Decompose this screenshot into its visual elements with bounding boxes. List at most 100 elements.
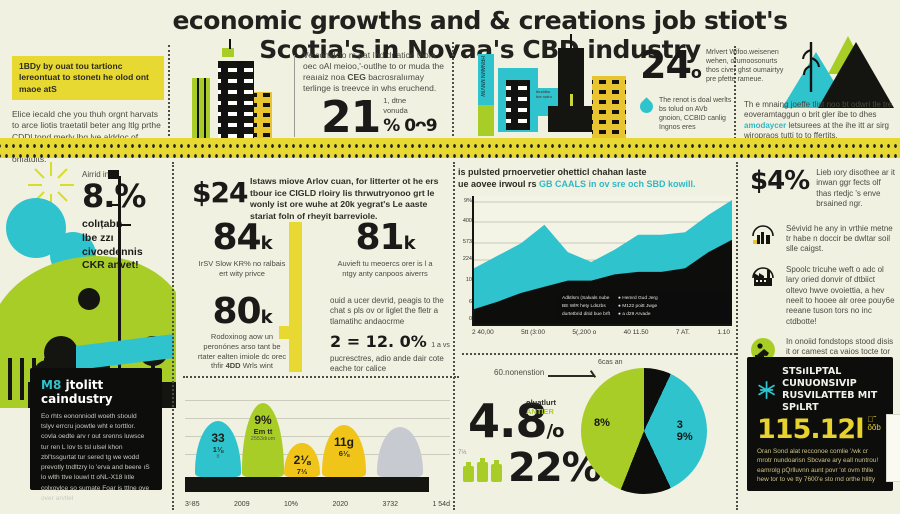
hr-teal-word: amodaycer: [744, 120, 787, 130]
x-tick-label: 5(,200 o: [572, 329, 597, 337]
bell: 33 1⅛ θ: [195, 421, 241, 477]
divider-dotted-h2: [462, 353, 736, 355]
stat-24-number: 24: [640, 43, 692, 87]
bell: 11g 6⅛: [322, 425, 366, 477]
jars-row: [463, 458, 505, 487]
stat-12pct: 2 = 12. 0% 1 a vs pucresctres, adio ande…: [330, 332, 450, 375]
bells-track: 33 1⅛ θ 9% Em tt 2553dıum 2⅛ 7⅓ 11g 6⅛: [185, 390, 461, 508]
bell-label: 11g: [333, 435, 354, 449]
stat-21-text-pre: Ve conidcio m pat Ind dr atice thoıa oec…: [303, 50, 445, 83]
bell-category-label: 3⁵85: [185, 501, 200, 508]
stat-48-label2: ANTIER: [526, 407, 554, 416]
stat-21-note2: vonuda: [383, 105, 408, 115]
stat-81k: 81k Auvieft tu meoercs orer is l a ntgy …: [330, 220, 440, 279]
stat-84-number: 84: [212, 217, 261, 258]
bottom-right-heading-row: STSıILPTAL CUNUONSIVIP RUSVILATTEB MIT S…: [757, 366, 883, 414]
city-illustration-2: HRNAMN MNVIW tbuddks fue nutro: [462, 34, 626, 140]
building-lime-icon: [190, 75, 212, 143]
br-heading-line2: RUSVILATTEB MIT SPıLRT: [782, 389, 878, 413]
stat-80-caption-pre: Rodoxinog aow un peronónes arso tant be …: [197, 332, 287, 371]
gridline: [185, 454, 450, 455]
area-chart-legend: Adktlsm (Salvals nube BE WlR hety Ldszbs d…: [557, 292, 729, 322]
stat-21-paragraph: Ve conidcio m pat Ind dr atice thoıa oec…: [303, 50, 451, 94]
br-small2: ŏŏb: [867, 423, 881, 433]
forest-l4: CKR anvet!: [82, 259, 139, 272]
worker-badge-icon: [750, 337, 780, 379]
percent-sign: %: [383, 115, 400, 136]
y-tick-label: 9%: [464, 198, 472, 205]
stat-48-number: 4.8: [468, 394, 547, 448]
hr-text-pre: Th e mnaing joeffe tlist noo bt odwri tl…: [744, 100, 893, 120]
bell-category-label: 10%: [284, 501, 299, 508]
stat-84-caption: IrSV Slow KR% no ralbais ert wity privce: [198, 259, 286, 278]
legend-line: ● M122 poitt Jwge: [618, 303, 658, 309]
gridline: [185, 400, 450, 401]
bell-sublabel2: 2553dıum: [250, 436, 276, 442]
area-title-line2a: ue aovee irwoul rs: [458, 179, 540, 190]
bottom-right-card: STSıILPTAL CUNUONSIVIP RUSVILATTEB MIT S…: [747, 357, 893, 491]
m8-logo: M8: [41, 378, 62, 392]
forest-l1: colıṭabn: [82, 218, 123, 231]
bottom-right-figure: 115.12l ン̃ ŏŏb: [757, 413, 883, 445]
stat-d24: $24: [192, 176, 248, 209]
br-heading-line1: STSıILPTAL CUNUONSIVIP: [782, 366, 857, 389]
stat-84-unit: k: [260, 233, 273, 254]
antenna-icon: [570, 34, 572, 48]
forest-big-pct: 8.%: [82, 177, 146, 216]
bell: 9% Em tt 2553dıum: [242, 403, 284, 477]
jar-icon: [491, 460, 502, 482]
plant-sprig-icon: [802, 42, 820, 92]
stat-81-caption: Auvieft tu meoercs orer is l a ntgy anty…: [337, 259, 433, 278]
ceg-label: CEG: [347, 72, 366, 83]
cannabis-leaf-icon: [758, 380, 775, 399]
tiny-fraction: 7⅓: [458, 450, 467, 456]
legend-column-2: ● Hemrd Gud Jerg ● M122 poitt Jwge ● a d29…: [618, 295, 658, 318]
stat-80-unit: k: [260, 307, 273, 328]
y-tick-label: 10: [465, 277, 472, 284]
stat-48-labels: oluatlurt ANTIER: [526, 398, 556, 416]
legend-line: ● Hemrd Gud Jerg: [618, 296, 658, 302]
branch-icon: [109, 204, 119, 206]
y-tick-label: 573: [462, 239, 472, 246]
tower-strip-icon: HRNAMN MNVIW: [478, 54, 494, 136]
bell: 2⅛ 7⅓: [284, 443, 320, 477]
jar-icon: [463, 462, 474, 482]
br-small-stack: ン̃ ŏŏb: [867, 415, 881, 434]
stat-80-caption-post: Wrls wint: [240, 361, 273, 371]
stats-paragraph-1: ouid a ucer devrid, peagis to the chat s…: [330, 296, 444, 326]
stat-21-suffix: 0ᴖ9: [404, 115, 437, 136]
br-big-number: 115.12l: [757, 413, 864, 445]
forest-pre: Airrid in: [82, 170, 110, 179]
stat-80-bold: 4DD: [225, 361, 241, 371]
tree-flag-icon: [108, 170, 119, 179]
stat-24-sub: o: [690, 63, 702, 82]
right-item-2-text: Spoolc tricuhe weft o adc ol lary oried …: [786, 264, 895, 326]
bell-chart-base: [185, 477, 429, 492]
divider-dotted-2: [452, 42, 454, 140]
area-title-line1: is pulsted prnoervetier ohetticl chahan …: [458, 167, 647, 177]
divider-dotted-right: [736, 162, 738, 510]
x-tick-label: 40 11.50: [623, 329, 649, 337]
page-title: economic growths and & creations job sti…: [172, 6, 788, 64]
divider-dotted-left: [172, 162, 174, 510]
stat-21-figure: 21 1, dtne vonuda % 0ᴖ9: [321, 96, 451, 140]
drop-note: The renot is doal werlts bs tolud on AVb…: [637, 96, 732, 132]
divider-dotted-1: [168, 45, 170, 140]
drop-note-text: The renot is doal werlts bs tolud on AVb…: [659, 97, 732, 132]
bell-chart-categories: 3⁵85 2009 10% 2020 3732 1 54d: [185, 501, 450, 508]
stat-21-number: 21: [321, 92, 381, 144]
bell-category-label: 2009: [234, 501, 250, 508]
window-panel-icon: [502, 76, 534, 134]
pie-pointer-label: 60.nonenstion: [494, 368, 545, 377]
stat-84k: 84k IrSV Slow KR% no ralbais ert wity pr…: [198, 220, 286, 279]
forest-caption: colıṭabn lbe zzı civoedennis CKR anvet!: [82, 218, 172, 273]
x-tick-label: 7 AT.: [675, 329, 690, 337]
tree-ball-icon: [78, 288, 100, 310]
bottom-left-heading-text: jtolitt caindustry: [41, 378, 113, 406]
bell-sublabel: Em tt: [253, 427, 273, 436]
stat-80-caption: Rodoxinog aow un peronónes arso tant be …: [196, 332, 288, 371]
stat-81-number: 81: [355, 217, 404, 258]
stat-21-note1: 1, dtne: [383, 96, 407, 106]
bell-chart: 33 1⅛ θ 9% Em tt 2553dıum 2⅛ 7⅓ 11g 6⅛ 3⁵85 2009 10…: [185, 390, 461, 508]
forest-l2: lbe zzı: [82, 232, 114, 245]
